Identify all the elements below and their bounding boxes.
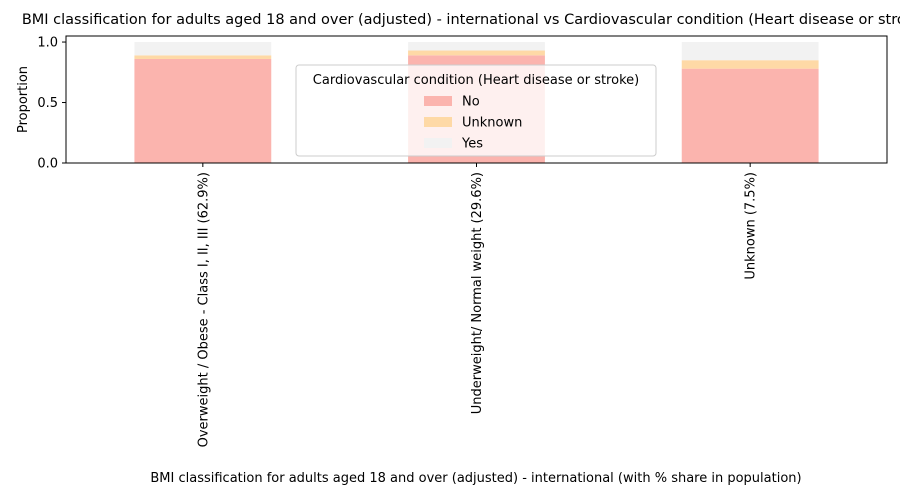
legend-frame — [295, 64, 657, 157]
bar-segment-unknown-0 — [134, 55, 272, 59]
bar-segment-unknown-2 — [681, 60, 819, 69]
legend-label-no: No — [462, 95, 480, 110]
x-tick-label: Unknown (7.5%) — [744, 172, 759, 280]
y-tick-label: 1.0 — [37, 36, 58, 51]
legend-label-yes: Yes — [461, 137, 483, 152]
legend-items: No Unknown Yes — [424, 95, 522, 152]
y-axis: 0.0 0.5 1.0 — [37, 36, 66, 172]
x-tick-label: Underweight/ Normal weight (29.6%) — [470, 172, 485, 414]
x-tick-label: Overweight / Obese - Class I, II, III (6… — [196, 172, 211, 447]
y-axis-label: Proportion — [16, 66, 31, 133]
x-axis: Overweight / Obese - Class I, II, III (6… — [196, 163, 759, 447]
chart-title: BMI classification for adults aged 18 an… — [22, 12, 900, 28]
bar-segment-yes-1 — [408, 42, 545, 51]
x-axis-label: BMI classification for adults aged 18 an… — [150, 471, 801, 486]
bar-segment-no-2 — [681, 68, 819, 163]
bar-segment-no-0 — [134, 58, 272, 163]
bar-segment-yes-2 — [681, 42, 819, 61]
y-tick-label: 0.0 — [37, 157, 58, 172]
legend-swatch-yes — [424, 138, 452, 148]
legend-label-unknown: Unknown — [462, 116, 522, 131]
bar-segment-unknown-1 — [408, 50, 545, 56]
legend: Cardiovascular condition (Heart disease … — [295, 64, 657, 157]
bar-segment-yes-0 — [134, 42, 272, 56]
legend-swatch-no — [424, 96, 452, 106]
legend-swatch-unknown — [424, 117, 452, 127]
y-tick-label: 0.5 — [37, 96, 58, 111]
legend-title: Cardiovascular condition (Heart disease … — [313, 73, 639, 88]
